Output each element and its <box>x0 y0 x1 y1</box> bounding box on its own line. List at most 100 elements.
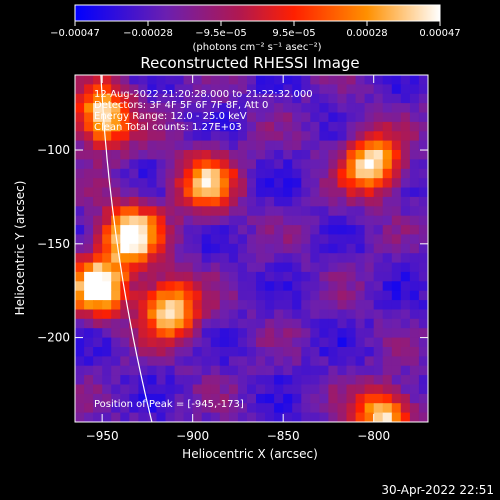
heatmap-cell <box>165 168 176 179</box>
heatmap-cell <box>174 206 185 217</box>
heatmap-cell <box>102 300 112 311</box>
heatmap-cell <box>183 271 194 282</box>
heatmap-cell <box>129 243 139 254</box>
heatmap-cell <box>364 93 375 104</box>
heatmap-cell <box>256 309 266 320</box>
heatmap-cell <box>283 384 293 395</box>
heatmap-cell <box>174 159 185 170</box>
heatmap-cell <box>156 159 167 170</box>
heatmap-cell <box>120 403 130 414</box>
heatmap-cell <box>183 262 194 273</box>
heatmap-cell <box>319 300 330 311</box>
heatmap-cell <box>292 412 302 422</box>
heatmap-cell <box>310 328 320 339</box>
heatmap-cell <box>237 131 248 142</box>
heatmap-cell <box>210 206 221 217</box>
heatmap-cell <box>156 131 167 142</box>
heatmap-cell <box>247 234 257 245</box>
colorbar-tick-label: −0.00028 <box>123 28 173 39</box>
heatmap-cell <box>346 215 357 226</box>
heatmap-cell <box>310 75 320 85</box>
heatmap-cell <box>228 337 239 348</box>
heatmap-cell <box>219 150 230 160</box>
heatmap-cell <box>382 112 393 123</box>
heatmap-cell <box>382 356 393 367</box>
heatmap-cell <box>400 178 411 189</box>
x-tick-label: −800 <box>357 429 390 443</box>
heatmap-cell <box>201 365 212 376</box>
heatmap-cell <box>192 196 203 207</box>
heatmap-cell <box>111 262 121 273</box>
heatmap-cell <box>337 393 348 404</box>
heatmap-cell <box>75 103 85 114</box>
heatmap-cell <box>120 168 130 179</box>
heatmap-cell <box>129 150 139 160</box>
heatmap-cell <box>256 403 266 414</box>
heatmap-cell <box>382 187 393 198</box>
heatmap-cell <box>364 393 375 404</box>
heatmap-cell <box>328 290 339 301</box>
heatmap-cell <box>274 131 284 142</box>
heatmap-cell <box>391 84 402 95</box>
heatmap-cell <box>120 234 130 245</box>
heatmap-cell <box>129 347 139 357</box>
heatmap-cell <box>319 271 330 282</box>
heatmap-cell <box>409 159 420 170</box>
heatmap-cell <box>210 253 221 264</box>
heatmap-cell <box>328 187 339 198</box>
heatmap-cell <box>400 168 411 179</box>
heatmap-cell <box>120 178 130 189</box>
heatmap-cell <box>400 412 411 422</box>
heatmap-cell <box>129 375 139 386</box>
heatmap-cell <box>310 103 320 114</box>
heatmap-cell <box>319 328 330 339</box>
heatmap-cell <box>310 93 320 104</box>
heatmap-cell <box>147 393 158 404</box>
heatmap-cell <box>138 337 149 348</box>
heatmap-cell <box>237 271 248 282</box>
heatmap-cell <box>192 412 203 422</box>
heatmap-cell <box>346 93 357 104</box>
heatmap-cell <box>283 159 293 170</box>
heatmap-cell <box>328 337 339 348</box>
heatmap-cell <box>247 290 257 301</box>
heatmap-cell <box>292 393 302 404</box>
heatmap-cell <box>75 347 85 357</box>
heatmap-cell <box>201 290 212 301</box>
heatmap-cell <box>337 309 348 320</box>
heatmap-cell <box>364 328 375 339</box>
heatmap-cell <box>102 356 112 367</box>
heatmap-cell <box>283 393 293 404</box>
heatmap-cell <box>84 290 94 301</box>
heatmap-cell <box>228 243 239 254</box>
heatmap-cell <box>274 281 284 292</box>
heatmap-cell <box>247 271 257 282</box>
heatmap-cell <box>156 225 167 236</box>
heatmap-cell <box>147 347 158 357</box>
heatmap-cell <box>147 412 158 422</box>
heatmap-cell <box>138 356 149 367</box>
heatmap-cell <box>400 337 411 348</box>
heatmap-cell <box>75 328 85 339</box>
heatmap-cell <box>247 375 257 386</box>
heatmap-cell <box>409 253 420 264</box>
heatmap-cell <box>237 412 248 422</box>
heatmap-cell <box>183 103 194 114</box>
annotation-time: 12-Aug-2022 21:20:28.000 to 21:22:32.000 <box>94 89 313 100</box>
heatmap-cell <box>274 178 284 189</box>
heatmap-cell <box>147 300 158 311</box>
heatmap-cell <box>156 375 167 386</box>
heatmap-cell <box>247 187 257 198</box>
heatmap-cell <box>256 131 266 142</box>
heatmap-cell <box>156 178 167 189</box>
heatmap-cell <box>201 271 212 282</box>
heatmap-cell <box>364 347 375 357</box>
heatmap-cell <box>337 290 348 301</box>
heatmap-cell <box>409 243 420 254</box>
heatmap-cell <box>247 196 257 207</box>
heatmap-cell <box>337 159 348 170</box>
heatmap-cell <box>93 281 103 292</box>
y-tick-label: −200 <box>37 331 70 345</box>
heatmap-cell <box>373 328 384 339</box>
heatmap-cell <box>111 271 121 282</box>
